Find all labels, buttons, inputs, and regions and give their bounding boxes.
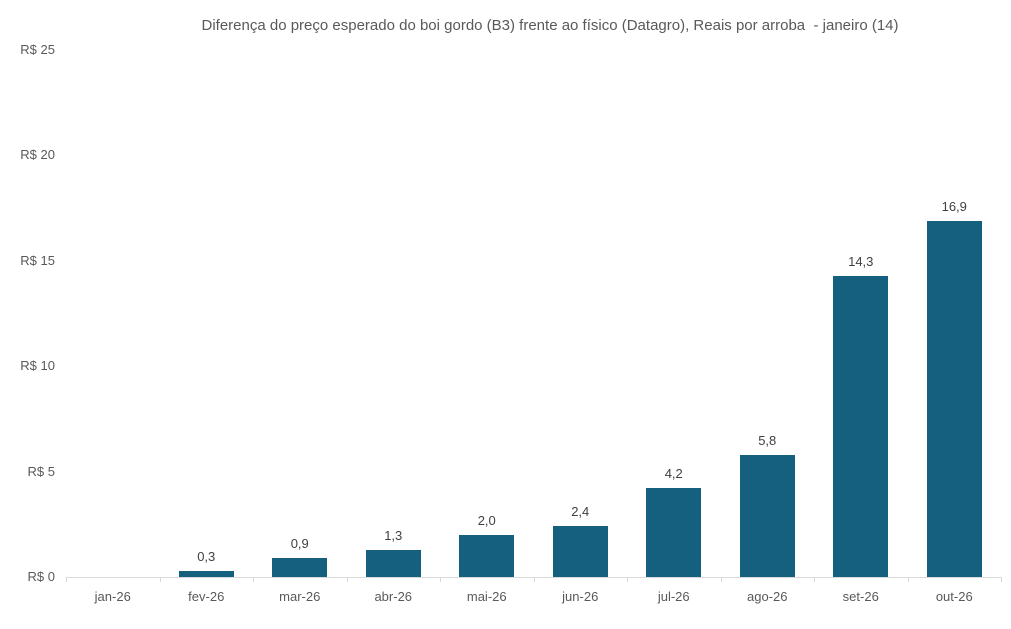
x-axis-tick-label: abr-26 (374, 589, 413, 604)
x-axis-tick (908, 577, 909, 582)
bar-data-label: 2,0 (477, 513, 496, 528)
x-axis-tick-label: fev-26 (188, 589, 225, 604)
bar (178, 571, 234, 577)
x-axis-tick-label: out-26 (935, 589, 973, 604)
bar (272, 558, 328, 577)
x-axis-tick-label: jun-26 (562, 589, 599, 604)
bar-data-label: 4,2 (664, 466, 683, 481)
bar (926, 221, 982, 577)
x-axis-tick (347, 577, 348, 582)
x-axis-tick-label: set-26 (842, 589, 879, 604)
bar (739, 455, 795, 577)
x-axis-tick (534, 577, 535, 582)
bar-data-label: 14,3 (848, 254, 874, 269)
x-axis-tick-label: jan-26 (94, 589, 131, 604)
bar-data-label: 1,3 (384, 528, 403, 543)
y-axis-tick-label: R$ 25 (20, 42, 55, 57)
x-axis-tick (440, 577, 441, 582)
x-axis-tick (814, 577, 815, 582)
y-axis-tick-label: R$ 5 (27, 463, 55, 479)
bar-data-label: 0,9 (290, 536, 309, 551)
bar-data-label: 5,8 (758, 433, 777, 448)
y-axis-tick-label: R$ 0 (27, 569, 55, 584)
bar (552, 526, 608, 577)
bar (459, 535, 515, 577)
y-axis-tick-label: R$ 15 (20, 252, 55, 268)
bar (646, 488, 702, 577)
x-axis-tick (66, 577, 67, 582)
y-axis-tick-label: R$ 20 (20, 147, 55, 163)
x-axis-tick (253, 577, 254, 582)
bar-data-label: 16,9 (941, 199, 967, 214)
x-axis-tick-label: ago-26 (747, 589, 788, 604)
x-axis-line (66, 577, 1001, 578)
x-axis-tick (160, 577, 161, 582)
chart-title: Diferença do preço esperado do boi gordo… (201, 17, 899, 34)
x-axis-tick-label: mai-26 (466, 589, 507, 604)
x-axis-tick-label: mar-26 (279, 589, 321, 604)
x-axis-tick (721, 577, 722, 582)
x-axis-tick-label: jul-26 (657, 589, 690, 604)
bar (365, 550, 421, 577)
bar (833, 276, 889, 577)
y-axis-tick-label: R$ 10 (20, 358, 55, 374)
bar-data-label: 2,4 (571, 504, 590, 519)
x-axis-tick (627, 577, 628, 582)
bar-data-label: 0,3 (197, 549, 216, 564)
x-axis-tick (1001, 577, 1002, 582)
